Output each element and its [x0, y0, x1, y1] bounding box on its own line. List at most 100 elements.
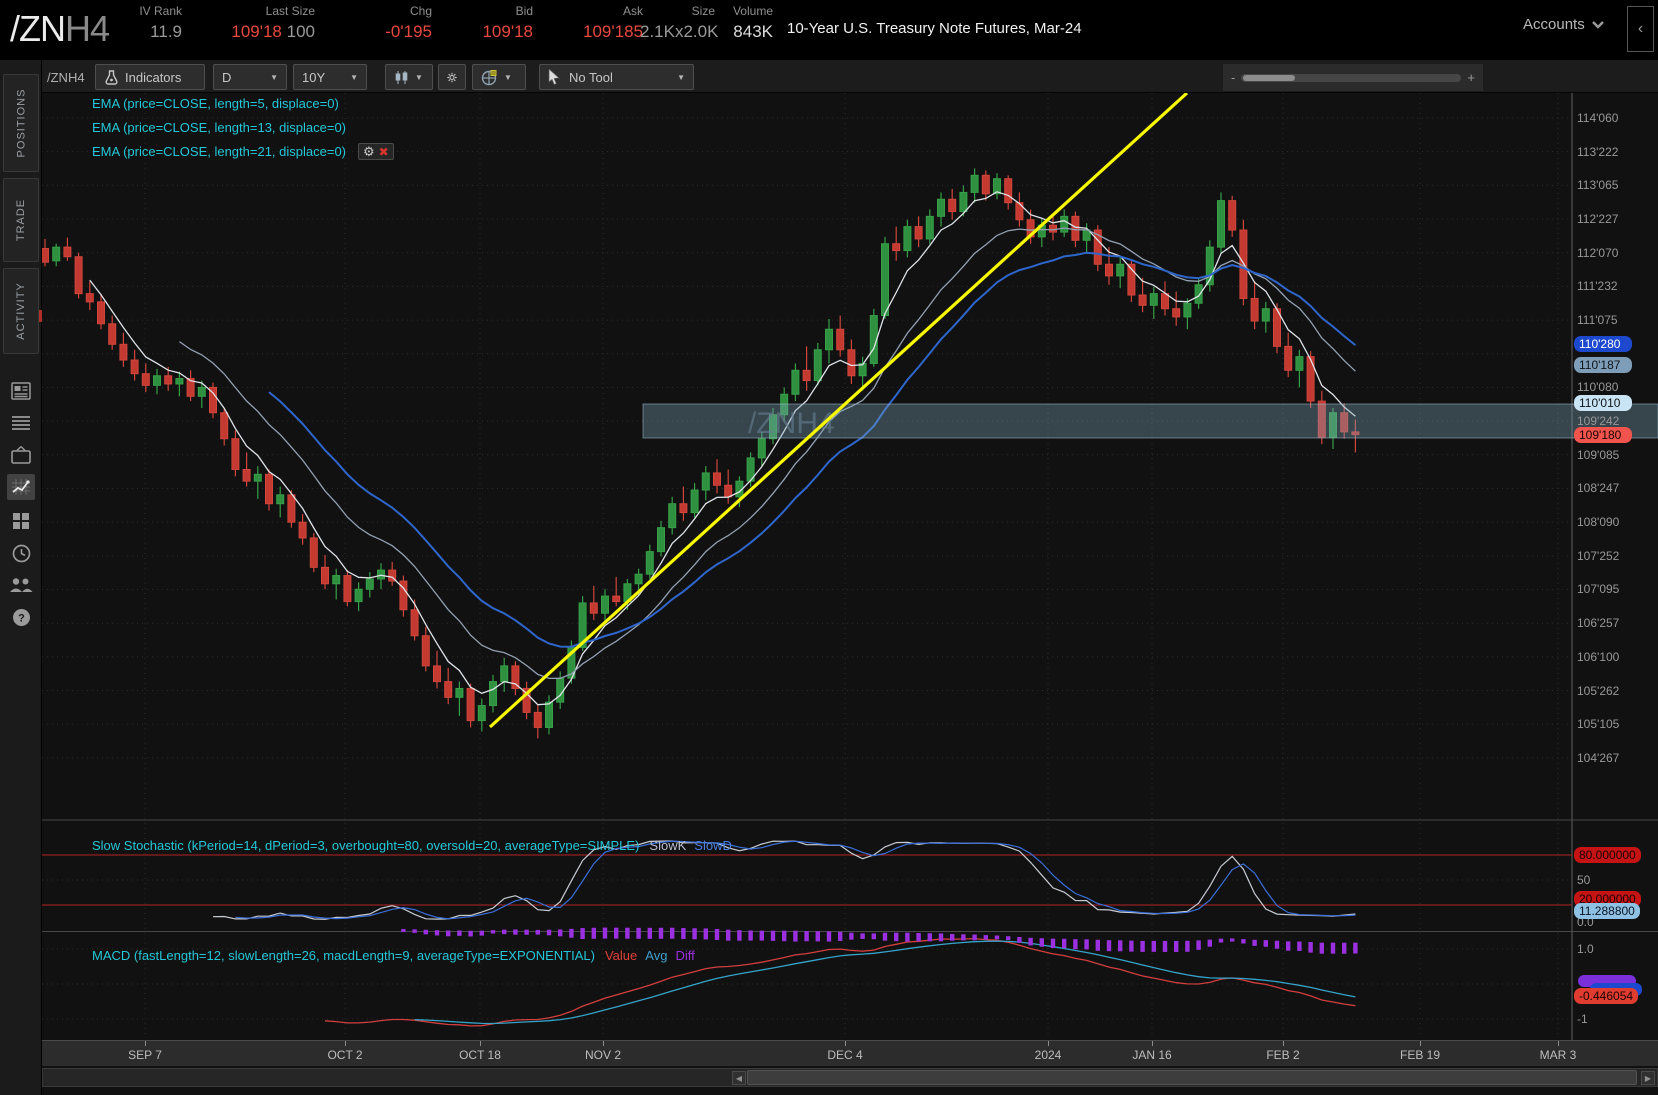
watchlist-icon[interactable]: [7, 410, 35, 436]
time-axis: SEP 7 OCT 2 OCT 18 NOV 2 DEC 4 2024 JAN 16 FEB …: [42, 1040, 1658, 1066]
drawing-tools-dropdown[interactable]: ▼: [472, 64, 526, 90]
news-icon[interactable]: [7, 378, 35, 404]
study-label-ema13[interactable]: EMA (price=CLOSE, length=13, displace=0): [92, 120, 347, 135]
time-axis-label: OCT 2: [327, 1048, 363, 1062]
price-axis-label: 106'257: [1577, 616, 1620, 630]
trendline-drawing[interactable]: [488, 93, 1189, 729]
chart-toolbar: /ZNH4 Indicators D ▼ 10Y ▼ ▼ ▼ No Tool ▼: [42, 60, 1658, 93]
time-axis-label: NOV 2: [584, 1048, 622, 1062]
chevron-down-icon: ▼: [415, 72, 423, 82]
chart-type-dropdown[interactable]: ▼: [385, 64, 433, 90]
study-label-ema21[interactable]: EMA (price=CLOSE, length=21, displace=0)…: [92, 143, 394, 160]
active-tool-dropdown[interactable]: No Tool ▼: [539, 64, 694, 90]
study-label-stochastic[interactable]: Slow Stochastic (kPeriod=14, dPeriod=3, …: [92, 838, 732, 853]
study-remove-icon[interactable]: ✖: [378, 144, 389, 159]
indicators-button[interactable]: Indicators: [95, 64, 205, 90]
chart-zoom-slider: - +: [1223, 64, 1483, 91]
zoom-in-button[interactable]: +: [1467, 70, 1475, 85]
price-axis-label: 108'247: [1577, 481, 1620, 495]
sidebar-tab-positions[interactable]: POSITIONS: [3, 74, 39, 172]
zone-watermark: /ZNH4: [748, 407, 835, 440]
stat-last-size: Last Size 109'18 100: [231, 4, 315, 41]
price-axis-label: 113'065: [1577, 178, 1619, 192]
range-dropdown[interactable]: 10Y ▼: [293, 64, 367, 90]
price-axis-badge: 110'280: [1574, 336, 1632, 352]
symbol-header: /ZNH4 IV Rank 11.9 Last Size 109'18 100 …: [0, 0, 1658, 60]
time-axis-label: SEP 7: [128, 1048, 162, 1062]
study-label-ema5[interactable]: EMA (price=CLOSE, length=5, displace=0): [92, 96, 339, 111]
indicators-icon: [105, 69, 118, 85]
price-axis-label: 112'227: [1577, 212, 1619, 226]
time-axis-label: FEB 2: [1266, 1048, 1300, 1062]
sidebar-tab-trade[interactable]: TRADE: [3, 178, 39, 262]
price-axis-label: 110'080: [1577, 380, 1619, 394]
notification-marker: [39, 310, 42, 322]
stat-ask: Ask 109'185: [583, 4, 643, 41]
price-axis-label: 109'242: [1577, 414, 1620, 428]
time-axis-label: FEB 19: [1399, 1048, 1441, 1062]
price-chart[interactable]: /ZNH4: [42, 93, 1658, 1040]
time-axis-label: MAR 3: [1539, 1048, 1577, 1062]
collapse-panel-button[interactable]: ‹: [1627, 6, 1654, 52]
gridlines: [42, 93, 1572, 1038]
stoch-axis-badge: 80.000000: [1574, 847, 1641, 863]
help-icon[interactable]: ?: [7, 604, 35, 630]
chevron-down-icon: ▼: [350, 72, 358, 82]
price-axis-label: 111'232: [1577, 279, 1618, 293]
price-axis-label: 105'105: [1577, 717, 1620, 731]
scroll-right-button[interactable]: ▶: [1641, 1071, 1655, 1085]
time-axis-label: DEC 4: [827, 1048, 863, 1062]
time-axis-tick: [1152, 1041, 1153, 1046]
ema5-line: [89, 191, 1356, 706]
symbol-root: /ZN: [10, 8, 66, 49]
chart-settings-button[interactable]: [438, 64, 466, 90]
drawing-set-icon: [481, 69, 497, 85]
study-controls: ⚙ ✖: [358, 143, 394, 160]
stoch-axis-label: 50: [1577, 873, 1591, 887]
sidebar-tab-activity[interactable]: ACTIVITY: [3, 268, 39, 354]
candlesticks: [42, 168, 1360, 739]
price-axis-badge: 110'187: [1574, 357, 1632, 373]
gear-icon: [447, 72, 457, 82]
grid-icon[interactable]: [7, 508, 35, 534]
scroll-left-button[interactable]: ◀: [732, 1071, 746, 1085]
study-settings-icon[interactable]: ⚙: [363, 143, 375, 159]
price-axis-label: 107'252: [1577, 549, 1620, 563]
community-icon[interactable]: [7, 572, 35, 598]
accounts-menu[interactable]: Accounts: [1523, 16, 1604, 33]
symbol-title: /ZNH4: [10, 8, 110, 50]
stat-iv-rank: IV Rank 11.9: [139, 4, 182, 41]
svg-text:?: ?: [18, 612, 25, 624]
period-dropdown[interactable]: D ▼: [213, 64, 287, 90]
tv-icon[interactable]: [7, 442, 35, 468]
time-axis-tick: [145, 1041, 146, 1046]
price-axis-label: 109'085: [1577, 448, 1620, 462]
chart-scrollbar[interactable]: ◀ ▶: [42, 1068, 1658, 1087]
history-icon[interactable]: [7, 540, 35, 566]
stat-volume: Volume 843K: [732, 4, 773, 41]
chart-icon[interactable]: [7, 474, 35, 500]
time-axis-label: JAN 16: [1132, 1048, 1172, 1062]
time-axis-tick: [1420, 1041, 1421, 1046]
price-axis-label: 108'090: [1577, 515, 1620, 529]
candlestick-icon: [395, 70, 408, 84]
zoom-slider-handle[interactable]: [1243, 74, 1296, 81]
left-sidebar: POSITIONS TRADE ACTIVITY ?: [0, 60, 42, 1095]
chevron-down-icon: ▼: [504, 72, 512, 82]
zoom-out-button[interactable]: -: [1231, 70, 1236, 85]
price-axis-label: 105'262: [1577, 684, 1620, 698]
ema21-line: [268, 251, 1357, 648]
time-axis-tick: [603, 1041, 604, 1046]
stat-change: Chg -0'195: [385, 4, 432, 41]
slowd-line: [235, 840, 1356, 920]
macd-value-badge: -0.446054: [1574, 988, 1639, 1004]
time-axis-label: OCT 18: [459, 1048, 501, 1062]
time-axis-tick: [1283, 1041, 1284, 1046]
study-label-macd[interactable]: MACD (fastLength=12, slowLength=26, macd…: [92, 948, 695, 963]
toolbar-symbol-label: /ZNH4: [47, 70, 85, 85]
zoom-slider-track[interactable]: [1241, 73, 1462, 82]
instrument-description: 10-Year U.S. Treasury Note Futures, Mar-…: [787, 20, 1082, 37]
contract-code: H4: [65, 8, 110, 49]
scrollbar-thumb[interactable]: [747, 1070, 1637, 1085]
